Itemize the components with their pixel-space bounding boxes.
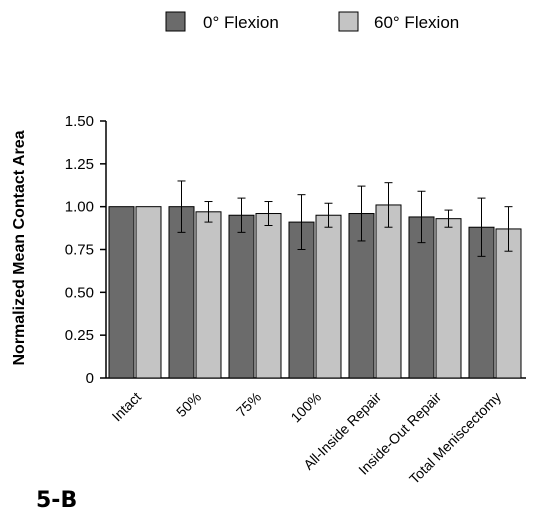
bar [495,228,522,379]
bar [315,214,342,379]
legend: 0° Flexion 60° Flexion [165,11,459,32]
bar [375,204,402,379]
bars [108,204,522,379]
x-tick-label: Intact [109,389,145,425]
y-tick-label: 0.50 [65,284,94,301]
y-ticks: 0 0.25 0.50 0.75 1.00 1.25 1.50 [65,113,106,387]
x-tick-label: 100% [287,389,324,426]
bar [108,206,135,379]
y-tick-label: 0.75 [65,242,94,259]
x-tick-label: 75% [233,389,264,420]
bar [135,206,162,379]
y-tick-label: 0.25 [65,327,94,344]
error-bars [177,180,513,257]
bar [255,213,282,379]
x-tick-labels: Intact 50% 75% 100%All-Inside RepairInside-… [109,389,505,487]
y-axis-label: Normalized Mean Contact Area [11,130,28,365]
legend-swatch-60-flexion [338,11,359,32]
y-tick-label: 1.25 [65,156,94,173]
bar [408,216,435,379]
legend-swatch-0-flexion [165,11,186,32]
panel-label: 5-B [36,488,77,513]
bar [195,211,222,379]
y-tick-label: 1.50 [65,113,94,130]
bar [228,214,255,379]
legend-label-60-flexion: 60° Flexion [374,13,459,32]
legend-label-0-flexion: 0° Flexion [203,13,279,32]
bar [435,218,462,379]
x-tick-label: 50% [173,389,204,420]
y-tick-label: 0 [86,370,94,387]
y-tick-label: 1.00 [65,199,94,216]
